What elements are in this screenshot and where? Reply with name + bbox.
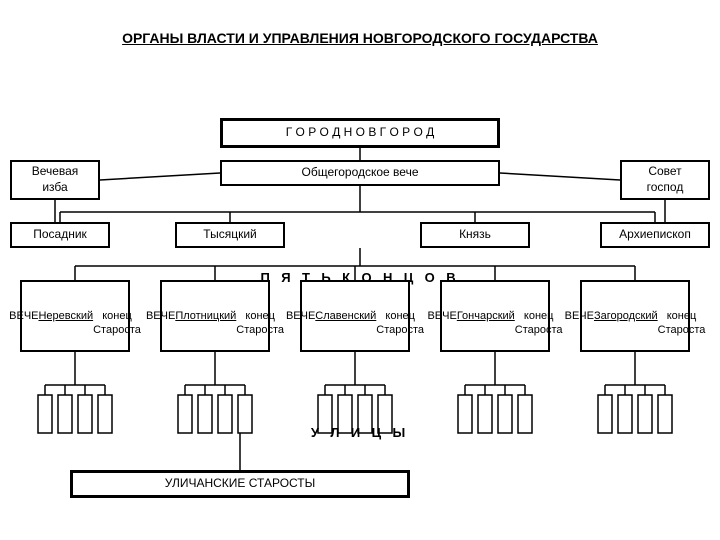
diagram-title: ОРГАНЫ ВЛАСТИ И УПРАВЛЕНИЯ НОВГОРОДСКОГО… [0,30,720,46]
knyaz-box: Князь [420,222,530,248]
city-veche-box: Общегородское вече [220,160,500,186]
veche-izba-box: Вечеваяизба [10,160,100,200]
ulitsy-label: У Л И Ц Ы [0,425,720,440]
end-box: ВЕЧЕГончарскийконецСтароста [440,280,550,352]
sovet-gospod-box: Советгоспод [620,160,710,200]
end-box: ВЕЧЕЗагородскийконецСтароста [580,280,690,352]
posadnik-box: Посадник [10,222,110,248]
end-box: ВЕЧЕНеревскийконецСтароста [20,280,130,352]
tysyatsky-box: Тысяцкий [175,222,285,248]
ulichanskie-starosty-box: УЛИЧАНСКИЕ СТАРОСТЫ [70,470,410,498]
arkhiepiskop-box: Архиепископ [600,222,710,248]
end-box: ВЕЧЕПлотницкийконецСтароста [160,280,270,352]
city-box: Г О Р О Д Н О В Г О Р О Д [220,118,500,148]
end-box: ВЕЧЕСлавенскийконецСтароста [300,280,410,352]
